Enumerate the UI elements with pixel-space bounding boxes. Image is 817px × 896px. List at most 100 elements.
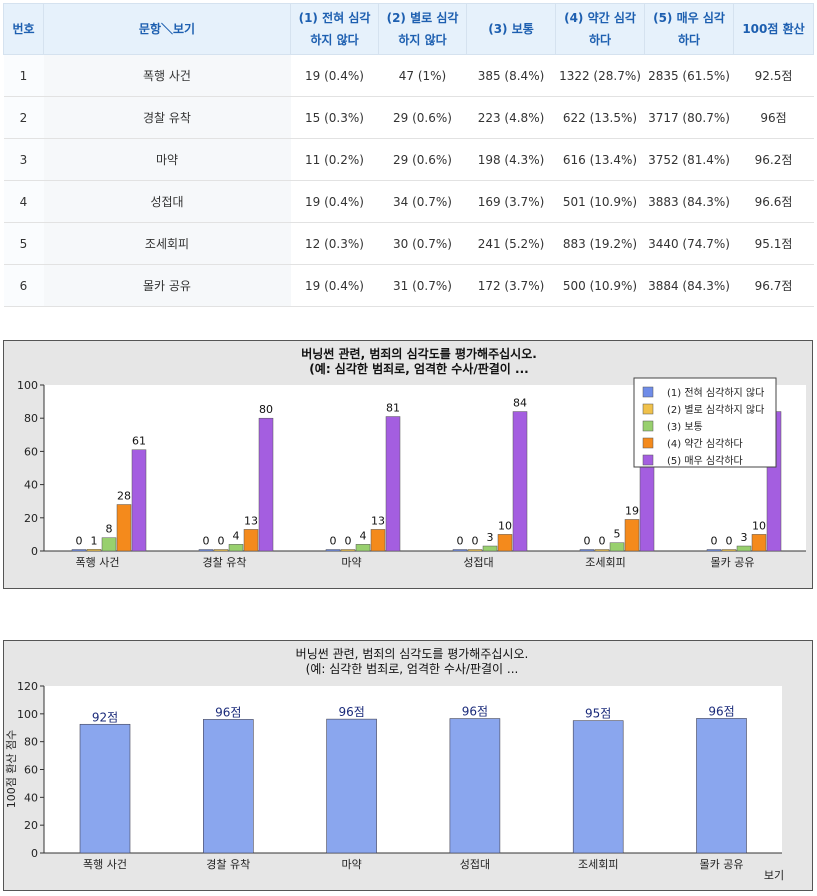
- cell-option-5: 3884 (84.3%): [644, 264, 734, 307]
- chart2-plot-area: [44, 686, 782, 853]
- cell-number: 4: [3, 180, 44, 223]
- cell-number: 3: [3, 138, 44, 181]
- chart2-bar-label: 96점: [338, 705, 364, 719]
- chart2-y-tick-label: 40: [24, 791, 38, 804]
- distribution-chart-svg: 버닝썬 관련, 범죄의 심각도를 평가해주십시오. (예: 심각한 범죄로, 엄…: [17, 346, 806, 569]
- cell-option-1: 19 (0.4%): [290, 264, 379, 307]
- chart2-y-tick-label: 60: [24, 764, 38, 777]
- chart1-bar: [86, 549, 102, 552]
- table-row: 1 폭행 사건 19 (0.4%) 47 (1%) 385 (8.4%) 1322 (28…: [3, 54, 814, 97]
- chart2-y-tick-label: 0: [31, 847, 38, 860]
- cell-option-3: 223 (4.8%): [466, 96, 556, 139]
- chart2-y-tick-label: 120: [17, 680, 38, 693]
- chart1-bar: [116, 504, 132, 552]
- chart1-bar: [452, 549, 468, 552]
- cell-option-5: 3440 (74.7%): [644, 222, 734, 265]
- chart2-y-tick-label: 100: [17, 708, 38, 721]
- chart1-bar: [258, 417, 274, 552]
- chart1-bar: [370, 529, 386, 552]
- chart1-bar-label: 80: [259, 403, 273, 416]
- cell-option-5: 2835 (61.5%): [644, 54, 734, 97]
- table-row: 3 마약 11 (0.2%) 29 (0.6%) 198 (4.3%) 616 (13.4…: [3, 138, 814, 181]
- chart2-bar-label: 95점: [585, 707, 611, 721]
- chart1-bar: [243, 529, 259, 552]
- cell-question: 조세회피: [43, 222, 291, 265]
- chart1-bar-label: 0: [203, 535, 210, 548]
- cell-option-2: 29 (0.6%): [378, 138, 467, 181]
- chart2-bar: [449, 718, 501, 854]
- cell-option-5: 3752 (81.4%): [644, 138, 734, 181]
- score-chart: 버닝썬 관련, 범죄의 심각도를 평가해주십시오. (예: 심각한 범죄로, 엄…: [3, 640, 813, 891]
- chart2-x-axis-label: 보기: [764, 869, 784, 882]
- header-option-2: (2) 별로 심각 하지 않다: [378, 3, 467, 55]
- chart1-bar: [467, 549, 483, 552]
- cell-option-4: 616 (13.4%): [555, 138, 645, 181]
- chart2-y-tick-label: 80: [24, 736, 38, 749]
- chart2-category-label: 성접대: [460, 858, 490, 871]
- cell-option-1: 15 (0.3%): [290, 96, 379, 139]
- table-row: 2 경찰 유착 15 (0.3%) 29 (0.6%) 223 (4.8%) 622 (1…: [3, 96, 814, 139]
- chart1-bar-label: 0: [218, 535, 225, 548]
- cell-number: 5: [3, 222, 44, 265]
- cell-option-4: 500 (10.9%): [555, 264, 645, 307]
- chart2-y-axis-label: 100점 환산 점수: [5, 730, 18, 809]
- cell-option-1: 19 (0.4%): [290, 180, 379, 223]
- chart1-category-label: 폭행 사건: [76, 556, 120, 569]
- chart1-y-tick-label: 40: [24, 479, 38, 492]
- chart1-bar: [198, 549, 214, 552]
- chart1-bar: [751, 534, 767, 552]
- chart1-bar: [736, 545, 752, 552]
- chart2-title-line2: (예: 심각한 범죄로, 엄격한 수사/판결이 ...: [306, 662, 519, 676]
- chart1-title-line1: 버닝썬 관련, 범죄의 심각도를 평가해주십시오.: [301, 346, 537, 361]
- chart2-category-label: 몰카 공유: [700, 858, 744, 871]
- table-row: 6 몰카 공유 19 (0.4%) 31 (0.7%) 172 (3.7%) 500 (1…: [3, 264, 814, 307]
- chart1-bar-label: 0: [711, 535, 718, 548]
- header-option-5: (5) 매우 심각 하다: [644, 3, 734, 55]
- chart2-bar: [572, 720, 624, 854]
- chart1-bar-label: 10: [752, 519, 766, 532]
- chart2-y-tick-label: 20: [24, 819, 38, 832]
- header-option-3: (3) 보통: [466, 3, 556, 55]
- chart1-bar: [721, 549, 737, 552]
- chart1-bar-label: 19: [625, 504, 639, 517]
- chart2-bar: [79, 723, 131, 854]
- chart1-legend-label: (1) 전혀 심각하지 않다: [667, 386, 764, 399]
- cell-option-2: 47 (1%): [378, 54, 467, 97]
- chart1-bar-label: 3: [741, 531, 748, 544]
- chart1-legend: (1) 전혀 심각하지 않다 (2) 별로 심각하지 않다 (3) 보통 (4) 약간…: [633, 377, 777, 468]
- cell-question: 성접대: [43, 180, 291, 223]
- cell-option-4: 622 (13.5%): [555, 96, 645, 139]
- cell-option-2: 29 (0.6%): [378, 96, 467, 139]
- chart1-bar-label: 61: [132, 435, 146, 448]
- chart1-legend-label: (5) 매우 심각하다: [667, 454, 743, 467]
- header-number: 번호: [3, 3, 44, 55]
- chart1-bar-label: 3: [487, 531, 494, 544]
- chart1-bar: [512, 411, 528, 552]
- cell-score: 96점: [733, 96, 814, 139]
- chart1-y-tick-label: 80: [24, 412, 38, 425]
- chart1-bar: [624, 519, 640, 552]
- cell-option-4: 883 (19.2%): [555, 222, 645, 265]
- chart2-title-line1: 버닝썬 관련, 범죄의 심각도를 평가해주십시오.: [296, 647, 529, 661]
- cell-option-2: 31 (0.7%): [378, 264, 467, 307]
- cell-option-4: 501 (10.9%): [555, 180, 645, 223]
- distribution-chart: 버닝썬 관련, 범죄의 심각도를 평가해주십시오. (예: 심각한 범죄로, 엄…: [3, 340, 813, 589]
- chart1-bar-label: 0: [472, 535, 479, 548]
- chart1-y-tick-label: 20: [24, 512, 38, 525]
- cell-option-3: 172 (3.7%): [466, 264, 556, 307]
- chart2-bar-label: 96점: [462, 705, 488, 719]
- chart1-bar-label: 4: [233, 529, 240, 542]
- chart1-bar-label: 4: [360, 529, 367, 542]
- chart1-bar: [228, 544, 244, 552]
- chart2-bar: [326, 718, 377, 854]
- cell-option-5: 3717 (80.7%): [644, 96, 734, 139]
- chart1-bar: [482, 545, 498, 552]
- cell-question: 마약: [43, 138, 291, 181]
- chart1-legend-swatch: [642, 454, 654, 466]
- chart1-bar-label: 1: [91, 534, 98, 547]
- table-header-row: 번호 문항＼보기 (1) 전혀 심각 하지 않다 (2) 별로 심각 하지 않다 (…: [3, 3, 814, 55]
- chart1-y-tick-label: 60: [24, 445, 38, 458]
- chart1-category-label: 몰카 공유: [711, 556, 755, 569]
- chart1-bar-label: 0: [584, 535, 591, 548]
- cell-question: 폭행 사건: [43, 54, 291, 97]
